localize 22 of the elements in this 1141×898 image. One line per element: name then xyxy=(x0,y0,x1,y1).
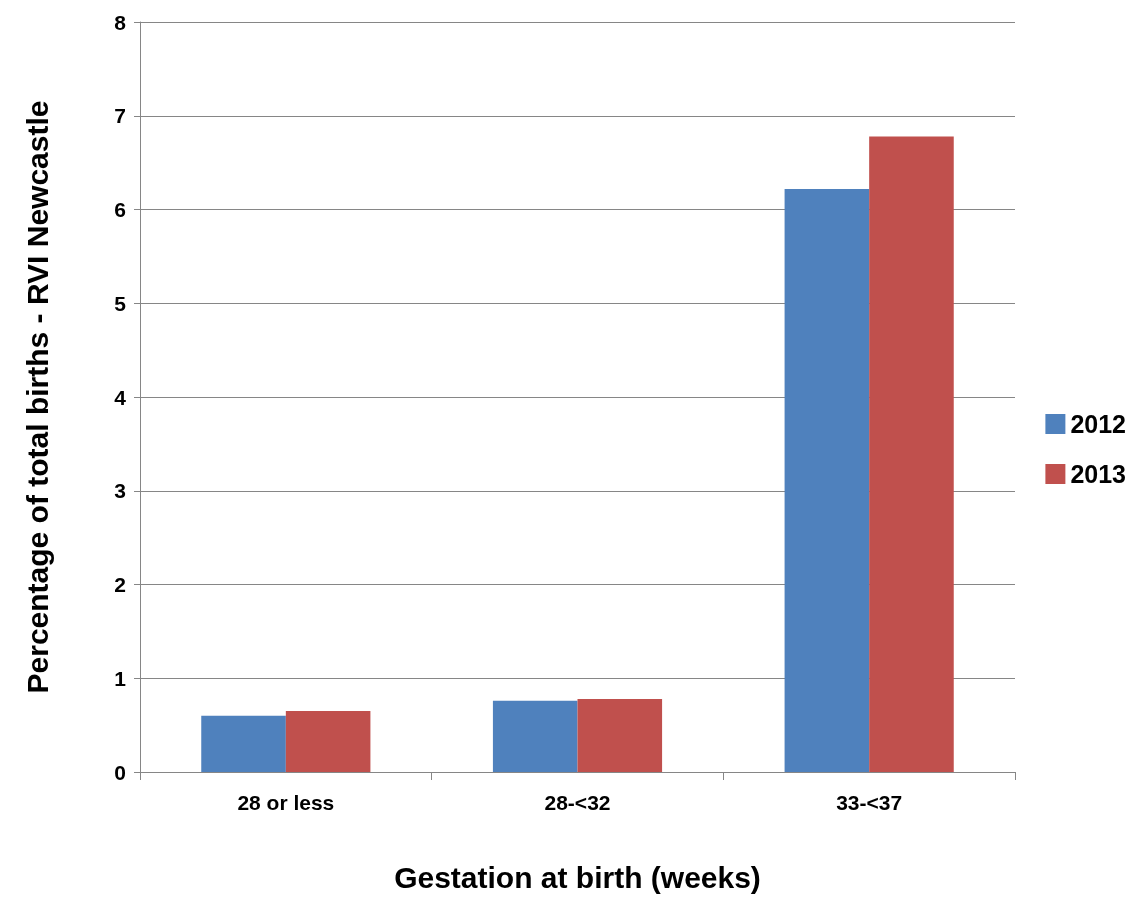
y-tick-label: 7 xyxy=(114,104,126,128)
x-tick-label: 28-<32 xyxy=(544,791,611,814)
bar xyxy=(492,700,578,772)
y-tick-label: 8 xyxy=(114,10,127,34)
x-tick-label: 33-<37 xyxy=(836,791,903,814)
bar xyxy=(285,711,371,772)
y-tick-label: 5 xyxy=(114,291,127,315)
legend-label: 2013 xyxy=(1070,460,1127,488)
bar xyxy=(869,136,954,772)
y-axis-title: Percentage of total births - RVI Newcastle xyxy=(20,100,54,694)
y-tick-label: 3 xyxy=(114,479,126,503)
bar xyxy=(577,698,663,772)
y-tick-label: 1 xyxy=(114,666,127,690)
y-tick-label: 0 xyxy=(114,760,126,784)
y-tick-label: 2 xyxy=(114,573,126,596)
bar xyxy=(201,715,286,772)
legend-label: 2012 xyxy=(1070,410,1127,438)
x-tick-label: 28 or less xyxy=(237,791,335,814)
y-tick-label: 6 xyxy=(114,198,126,221)
x-axis-title: Gestation at birth (weeks) xyxy=(394,860,761,894)
y-tick-label: 4 xyxy=(114,385,127,409)
bar xyxy=(784,188,870,772)
